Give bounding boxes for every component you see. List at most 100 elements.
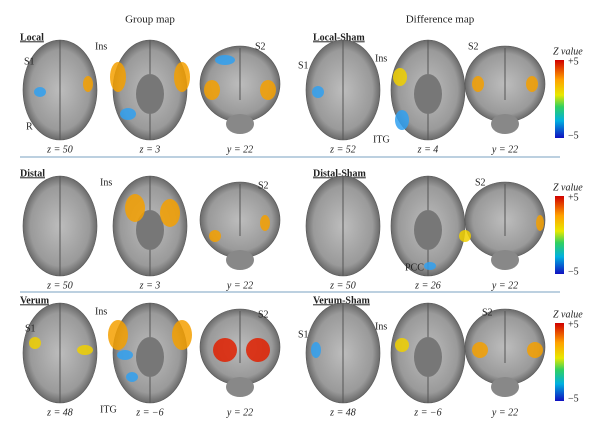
slice-caption: z = 50 xyxy=(46,280,73,291)
activation xyxy=(472,76,484,92)
region-label: S1 xyxy=(24,56,35,67)
colorbar xyxy=(555,323,564,401)
panel-title: Verum xyxy=(20,295,50,306)
brain-detail xyxy=(491,114,519,134)
brain-detail xyxy=(136,74,164,114)
brain-detail xyxy=(136,337,164,377)
brain-detail xyxy=(491,250,519,270)
brain-detail xyxy=(226,377,254,397)
colorbar-label: −5 xyxy=(568,393,579,404)
activation xyxy=(110,62,126,92)
activation xyxy=(215,55,235,65)
activation xyxy=(472,342,488,358)
colorbar-label: +5 xyxy=(568,56,579,67)
brain-detail xyxy=(414,337,442,377)
colorbar-title: Z value xyxy=(553,46,583,57)
brain-detail xyxy=(226,250,254,270)
activation xyxy=(108,320,128,350)
slice-caption: z = 3 xyxy=(139,144,161,155)
activation xyxy=(311,342,321,358)
brain-detail xyxy=(414,74,442,114)
region-label: S2 xyxy=(258,309,269,320)
region-label: Ins xyxy=(100,177,112,188)
activation xyxy=(77,345,93,355)
activation xyxy=(260,80,276,100)
panel-title: Distal xyxy=(20,168,45,179)
region-label: PCC xyxy=(405,262,424,273)
panel-title: Local xyxy=(20,32,44,43)
colorbar-label: −5 xyxy=(568,130,579,141)
slice-caption: z = 26 xyxy=(414,280,441,291)
slice-caption: y = 22 xyxy=(491,280,518,291)
region-label: S2 xyxy=(255,41,266,52)
slice-caption: z = 50 xyxy=(329,280,356,291)
slice-caption: z = −6 xyxy=(413,407,441,418)
column-header: Group map xyxy=(125,14,175,26)
activation xyxy=(204,80,220,100)
activation xyxy=(117,350,133,360)
activation xyxy=(260,215,270,231)
column-header: Difference map xyxy=(406,14,475,26)
brain-detail xyxy=(226,114,254,134)
colorbar-label: +5 xyxy=(568,319,579,330)
activation xyxy=(459,230,471,242)
activation xyxy=(312,86,324,98)
activation xyxy=(536,215,544,231)
region-label: Ins xyxy=(375,53,387,64)
region-label: S1 xyxy=(298,60,309,71)
activation xyxy=(246,338,270,362)
slice-caption: z = −6 xyxy=(135,407,163,418)
activation xyxy=(395,338,409,352)
slice-caption: y = 22 xyxy=(491,144,518,155)
activation xyxy=(526,76,538,92)
activation xyxy=(160,199,180,227)
activation xyxy=(527,342,543,358)
region-label: ITG xyxy=(373,134,390,145)
region-label: S2 xyxy=(475,177,486,188)
region-label: R xyxy=(26,121,33,132)
slice-caption: z = 48 xyxy=(329,407,356,418)
activation xyxy=(126,372,138,382)
region-label: S1 xyxy=(298,329,309,340)
slice-caption: z = 4 xyxy=(417,144,439,155)
panel-title: Local-Sham xyxy=(313,32,365,43)
brain-detail xyxy=(136,210,164,250)
region-label: S2 xyxy=(468,41,479,52)
activation xyxy=(393,68,407,86)
activation xyxy=(209,230,221,242)
panel-title: Distal-Sham xyxy=(313,168,366,179)
panel-title: Verum-Sham xyxy=(313,295,371,306)
activation xyxy=(125,194,145,222)
slice-caption: z = 52 xyxy=(329,144,356,155)
region-label: Ins xyxy=(95,41,107,52)
slice-caption: y = 22 xyxy=(226,280,253,291)
activation xyxy=(83,76,93,92)
region-label: S2 xyxy=(258,180,269,191)
colorbar xyxy=(555,196,564,274)
activation xyxy=(424,262,436,270)
colorbar-label: +5 xyxy=(568,192,579,203)
slice-caption: y = 22 xyxy=(226,407,253,418)
activation xyxy=(174,62,190,92)
slice-caption: z = 48 xyxy=(46,407,73,418)
region-label: Ins xyxy=(95,306,107,317)
colorbar xyxy=(555,60,564,138)
activation xyxy=(29,337,41,349)
colorbar-label: −5 xyxy=(568,266,579,277)
slice-caption: z = 50 xyxy=(46,144,73,155)
region-label: S1 xyxy=(25,323,36,334)
brain-detail xyxy=(414,210,442,250)
activation xyxy=(213,338,237,362)
slice-caption: z = 3 xyxy=(139,280,161,291)
activation xyxy=(172,320,192,350)
activation xyxy=(34,87,46,97)
slice-caption: y = 22 xyxy=(491,407,518,418)
colorbar-title: Z value xyxy=(553,309,583,320)
colorbar-title: Z value xyxy=(553,182,583,193)
region-label: ITG xyxy=(100,404,117,415)
region-label: S2 xyxy=(482,307,493,318)
brain-detail xyxy=(491,377,519,397)
activation xyxy=(120,108,136,120)
region-label: Ins xyxy=(375,321,387,332)
